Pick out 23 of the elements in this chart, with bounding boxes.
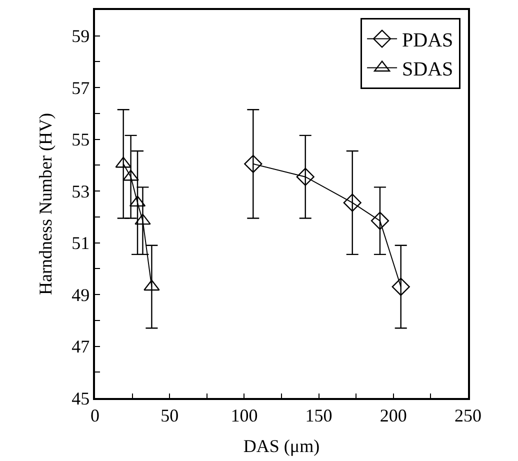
legend-label: SDAS xyxy=(402,58,454,81)
y-tick-label: 51 xyxy=(72,233,90,254)
x-tick-label: 50 xyxy=(160,405,179,426)
x-tick-label: 250 xyxy=(454,405,482,426)
y-tick-label: 49 xyxy=(72,284,90,305)
x-tick-label: 100 xyxy=(230,405,258,426)
y-axis-title: Harndness Number (HV) xyxy=(35,113,56,295)
x-tick-label: 0 xyxy=(90,405,100,426)
y-tick-label: 55 xyxy=(72,130,90,150)
x-tick-label: 150 xyxy=(305,405,332,426)
point xyxy=(296,168,314,186)
y-tick-label: 53 xyxy=(72,181,90,202)
x-axis-title: DAS (μm) xyxy=(243,436,320,456)
point xyxy=(392,278,410,296)
x-tick-label: 200 xyxy=(380,405,407,426)
y-tick-label: 47 xyxy=(72,336,90,357)
y-tick-label: 57 xyxy=(72,78,90,98)
point xyxy=(370,212,390,230)
point xyxy=(343,194,362,212)
y-tick-label: 45 xyxy=(72,388,90,408)
point xyxy=(244,154,262,173)
y-tick-label: 59 xyxy=(72,26,90,46)
legend-label: PDAS xyxy=(402,30,454,52)
